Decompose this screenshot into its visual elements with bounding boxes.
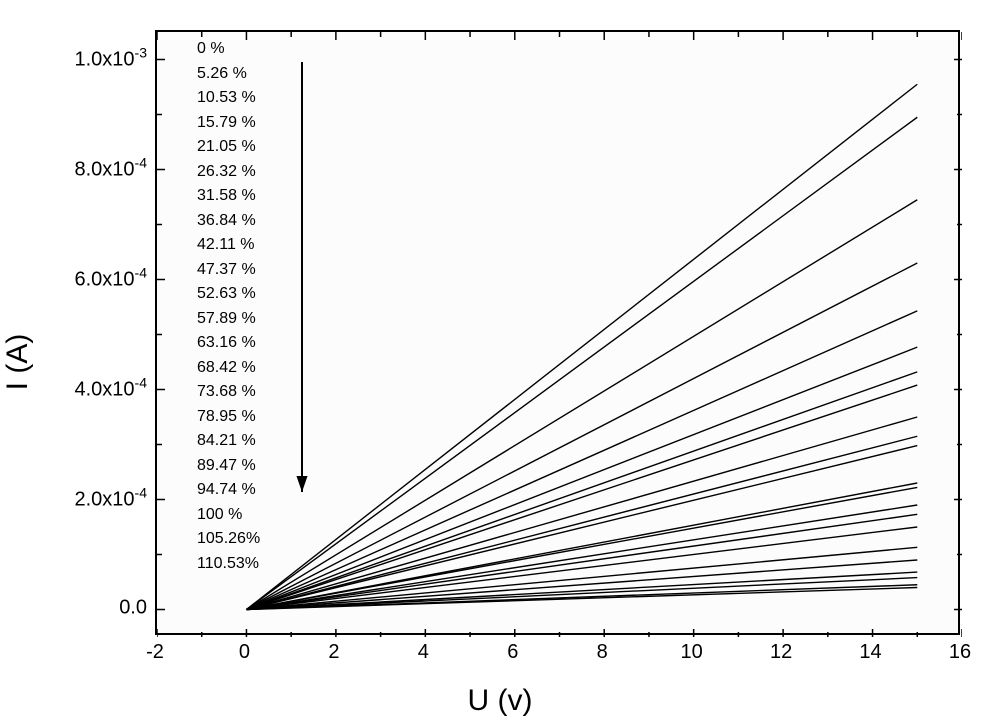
legend-arrow-icon xyxy=(157,32,962,637)
y-tick-label: 0.0 xyxy=(119,596,147,619)
x-tick-label: -2 xyxy=(146,641,164,664)
y-tick-label: 2.0x10-4 xyxy=(74,484,147,511)
y-tick-label: 6.0x10-4 xyxy=(74,264,147,291)
x-tick-label: 0 xyxy=(239,641,250,664)
x-tick-label: 2 xyxy=(328,641,339,664)
x-tick-label: 8 xyxy=(597,641,608,664)
x-tick-label: 4 xyxy=(418,641,429,664)
x-axis-label: U (v) xyxy=(468,684,533,718)
x-tick-label: 16 xyxy=(949,641,971,664)
x-tick-label: 14 xyxy=(859,641,881,664)
y-tick-label: 1.0x10-3 xyxy=(74,44,147,71)
plot-area: 0 %5.26 %10.53 %15.79 %21.05 %26.32 %31.… xyxy=(155,30,960,635)
y-tick-label: 8.0x10-4 xyxy=(74,154,147,181)
y-tick-label: 4.0x10-4 xyxy=(74,374,147,401)
x-tick-label: 6 xyxy=(507,641,518,664)
y-axis-label: I (A) xyxy=(1,334,35,391)
x-tick-label: 10 xyxy=(681,641,703,664)
iv-chart: I (A) U (v) 0.0 2.0x10-4 4.0x10-4 6.0x10-4 8… xyxy=(0,0,1000,724)
x-tick-label: 12 xyxy=(770,641,792,664)
